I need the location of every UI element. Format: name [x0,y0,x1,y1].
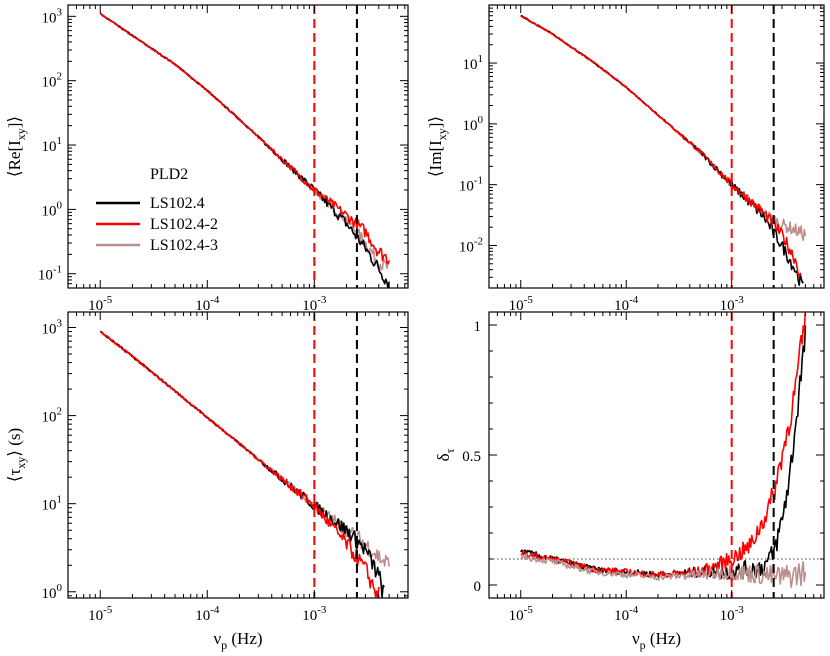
x-tick-label: 10-5 [88,604,113,624]
panel-frame [67,4,409,289]
panel-re: 10-5 10-4 10-3 10-1 100 101 102 103 ⟨Re[Ixy]⟩ [5,4,409,314]
y-tick-label: 10-1 [459,175,483,195]
y-tick-label: 101 [463,53,484,73]
x-tick-label: 10-4 [195,604,220,624]
y-tick-label: 1 [474,319,482,335]
panel-frame [488,4,825,289]
panel-im: 10-5 10-4 10-3 10-2 10-1 100 101 ⟨Im[Ixy]⟩ [426,4,825,314]
x-tick-label: 10-5 [509,604,534,624]
y-tick-label: 100 [42,582,63,602]
x-tick-label: 10-5 [88,294,113,314]
y-tick-label: 100 [463,114,484,134]
y-tick-label: 10-1 [38,264,62,284]
y-tick-label: 102 [42,71,63,91]
y-axis-label: ⟨Re[Ixy]⟩ [5,116,28,177]
series-delta-ls102-4 [520,325,807,580]
x-tick-label: 10-3 [302,294,327,314]
x-axis-label: νp (Hz) [213,629,262,652]
panel-tau: 10-5 10-4 10-3 100 101 102 103 ⟨τxy⟩ (s) νp (Hz) [5,311,409,652]
legend-entry: LS102.4 [150,195,205,212]
panel-delta: 10-5 10-4 10-3 0 0.5 1 δτ νp (Hz) [434,311,825,652]
x-tick-label: 10-3 [720,604,745,624]
x-tick-label: 10-3 [720,294,745,314]
x-tick-label: 10-4 [614,294,639,314]
y-tick-label: 103 [42,6,63,26]
legend-entry: LS102.4-3 [150,237,218,254]
series-im-ls102-4-3 [520,15,807,241]
series-im-ls102-4-2 [520,15,802,278]
series-delta-ls102-4-2 [520,312,807,578]
y-tick-label: 101 [42,494,63,514]
series-tau-ls102-4-2 [99,330,380,598]
series-re-ls102-4-3 [99,12,390,271]
y-tick-label: 0 [474,579,482,595]
series-im-ls102-4 [520,14,804,287]
series-re-ls102-4-2 [99,13,390,265]
y-tick-label: 101 [42,135,63,155]
x-tick-label: 10-5 [509,294,534,314]
y-axis-label: ⟨τxy⟩ (s) [5,428,28,482]
y-axis-label: δτ [434,448,457,461]
series-re-ls102-4 [99,12,390,288]
legend-entry: LS102.4-2 [150,216,218,233]
y-tick-label: 100 [42,199,63,219]
x-axis-label: νp (Hz) [632,629,681,652]
legend-title: PLD2 [150,166,188,183]
panel-frame [67,311,409,599]
series-tau-ls102-4 [99,330,385,598]
series-delta-ls102-4-3 [520,553,807,589]
y-tick-label: 102 [42,406,63,426]
x-tick-label: 10-4 [195,294,220,314]
y-tick-label: 0.5 [462,449,481,465]
y-tick-label: 103 [42,318,63,338]
x-tick-label: 10-3 [302,604,327,624]
legend: PLD2 LS102.4 LS102.4-2 LS102.4-3 [96,166,218,254]
y-tick-label: 10-2 [459,235,483,255]
y-axis-label: ⟨Im[Ixy]⟩ [426,116,449,177]
x-tick-label: 10-4 [614,604,639,624]
